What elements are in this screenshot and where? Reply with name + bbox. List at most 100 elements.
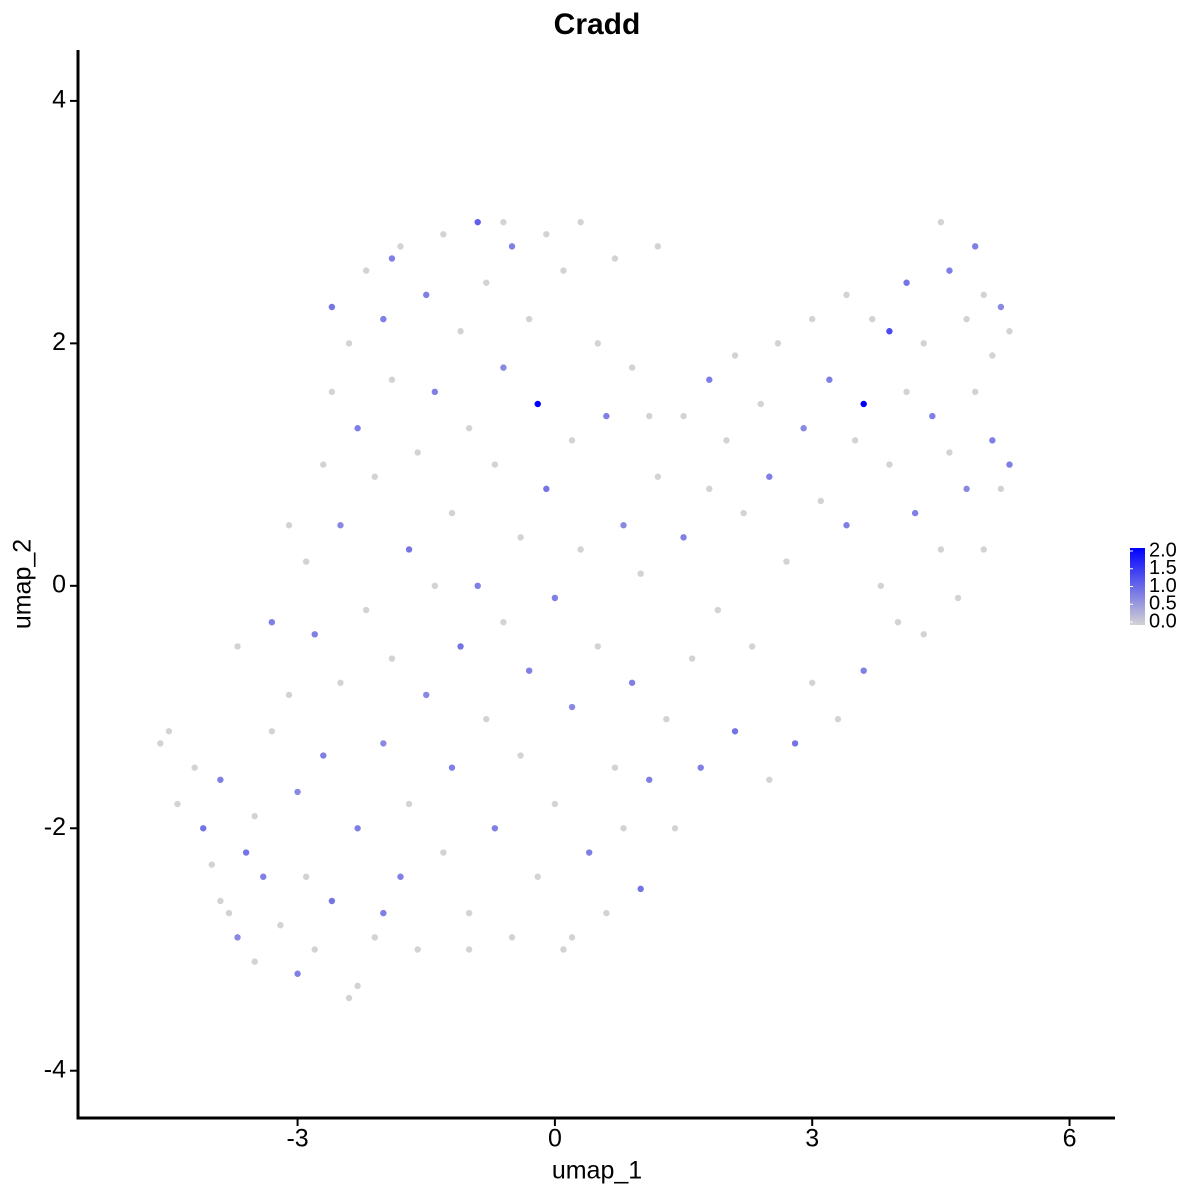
point: [663, 715, 670, 723]
point: [903, 388, 910, 396]
point: [285, 691, 293, 699]
colorbar-tick-label: 1.5: [1149, 557, 1177, 579]
point: [894, 618, 902, 626]
point: [980, 291, 987, 299]
point: [294, 970, 301, 977]
colorbar-tick-label: 0.5: [1149, 593, 1177, 615]
point: [311, 946, 318, 953]
point: [654, 473, 662, 480]
point: [989, 437, 996, 444]
point: [500, 364, 507, 371]
point: [594, 340, 601, 347]
point: [766, 776, 773, 783]
point: [791, 740, 799, 747]
point: [946, 449, 953, 456]
point: [534, 400, 541, 408]
point: [380, 315, 387, 323]
point: [431, 582, 439, 590]
point: [971, 243, 979, 250]
point: [328, 388, 336, 396]
point: [989, 352, 996, 359]
point: [345, 340, 353, 347]
point: [191, 764, 198, 771]
point: [465, 946, 473, 953]
point: [560, 946, 567, 953]
point: [217, 776, 224, 783]
point: [568, 934, 576, 941]
point: [963, 485, 970, 493]
point: [680, 412, 687, 420]
point: [431, 388, 439, 396]
point: [517, 752, 524, 759]
point: [320, 461, 327, 468]
point: [543, 485, 550, 493]
point: [302, 558, 310, 565]
point: [423, 691, 430, 699]
point: [543, 231, 550, 238]
point: [766, 473, 773, 480]
point: [277, 922, 284, 929]
point: [963, 315, 970, 323]
point: [517, 534, 524, 541]
point: [328, 897, 336, 905]
point: [525, 667, 533, 674]
point: [448, 509, 456, 517]
point: [157, 740, 164, 747]
point: [388, 376, 396, 383]
point: [500, 218, 507, 226]
point: [337, 522, 344, 529]
point: [405, 800, 413, 808]
point: [397, 873, 404, 880]
x-tick-label: 0: [548, 1125, 562, 1153]
point: [723, 437, 730, 444]
point: [757, 400, 764, 408]
point: [551, 594, 559, 602]
point: [851, 437, 859, 444]
point: [809, 315, 816, 323]
point: [380, 740, 387, 747]
point: [397, 243, 404, 250]
point: [414, 946, 421, 953]
point: [740, 509, 747, 517]
point: [688, 655, 696, 662]
point: [971, 388, 979, 396]
point: [937, 546, 945, 553]
point: [646, 412, 653, 420]
point: [826, 376, 833, 383]
point: [405, 546, 413, 553]
colorbar-tick-label: 0.0: [1149, 610, 1177, 632]
point: [371, 473, 378, 480]
point: [354, 425, 361, 432]
point: [491, 461, 499, 468]
point: [877, 582, 885, 590]
point: [311, 631, 318, 638]
point: [748, 643, 756, 650]
point: [568, 703, 576, 711]
point: [551, 800, 559, 808]
point: [268, 618, 276, 626]
point: [217, 897, 224, 905]
point: [457, 328, 464, 335]
colorbar: [1130, 548, 1145, 625]
point: [911, 509, 919, 517]
point: [577, 218, 584, 226]
point: [380, 909, 387, 917]
point: [920, 631, 927, 638]
point: [388, 655, 396, 662]
point: [268, 728, 276, 735]
point: [294, 788, 301, 796]
point: [783, 558, 790, 565]
point: [251, 958, 258, 965]
point: [491, 825, 499, 832]
point: [440, 849, 447, 856]
x-tick-label: 3: [805, 1125, 819, 1153]
point: [320, 752, 327, 759]
point: [603, 909, 610, 917]
point: [920, 340, 927, 347]
point: [706, 376, 713, 383]
y-axis-label: umap_2: [9, 539, 37, 629]
point: [860, 400, 867, 408]
point: [586, 849, 593, 856]
point: [628, 364, 636, 371]
point: [560, 267, 567, 274]
